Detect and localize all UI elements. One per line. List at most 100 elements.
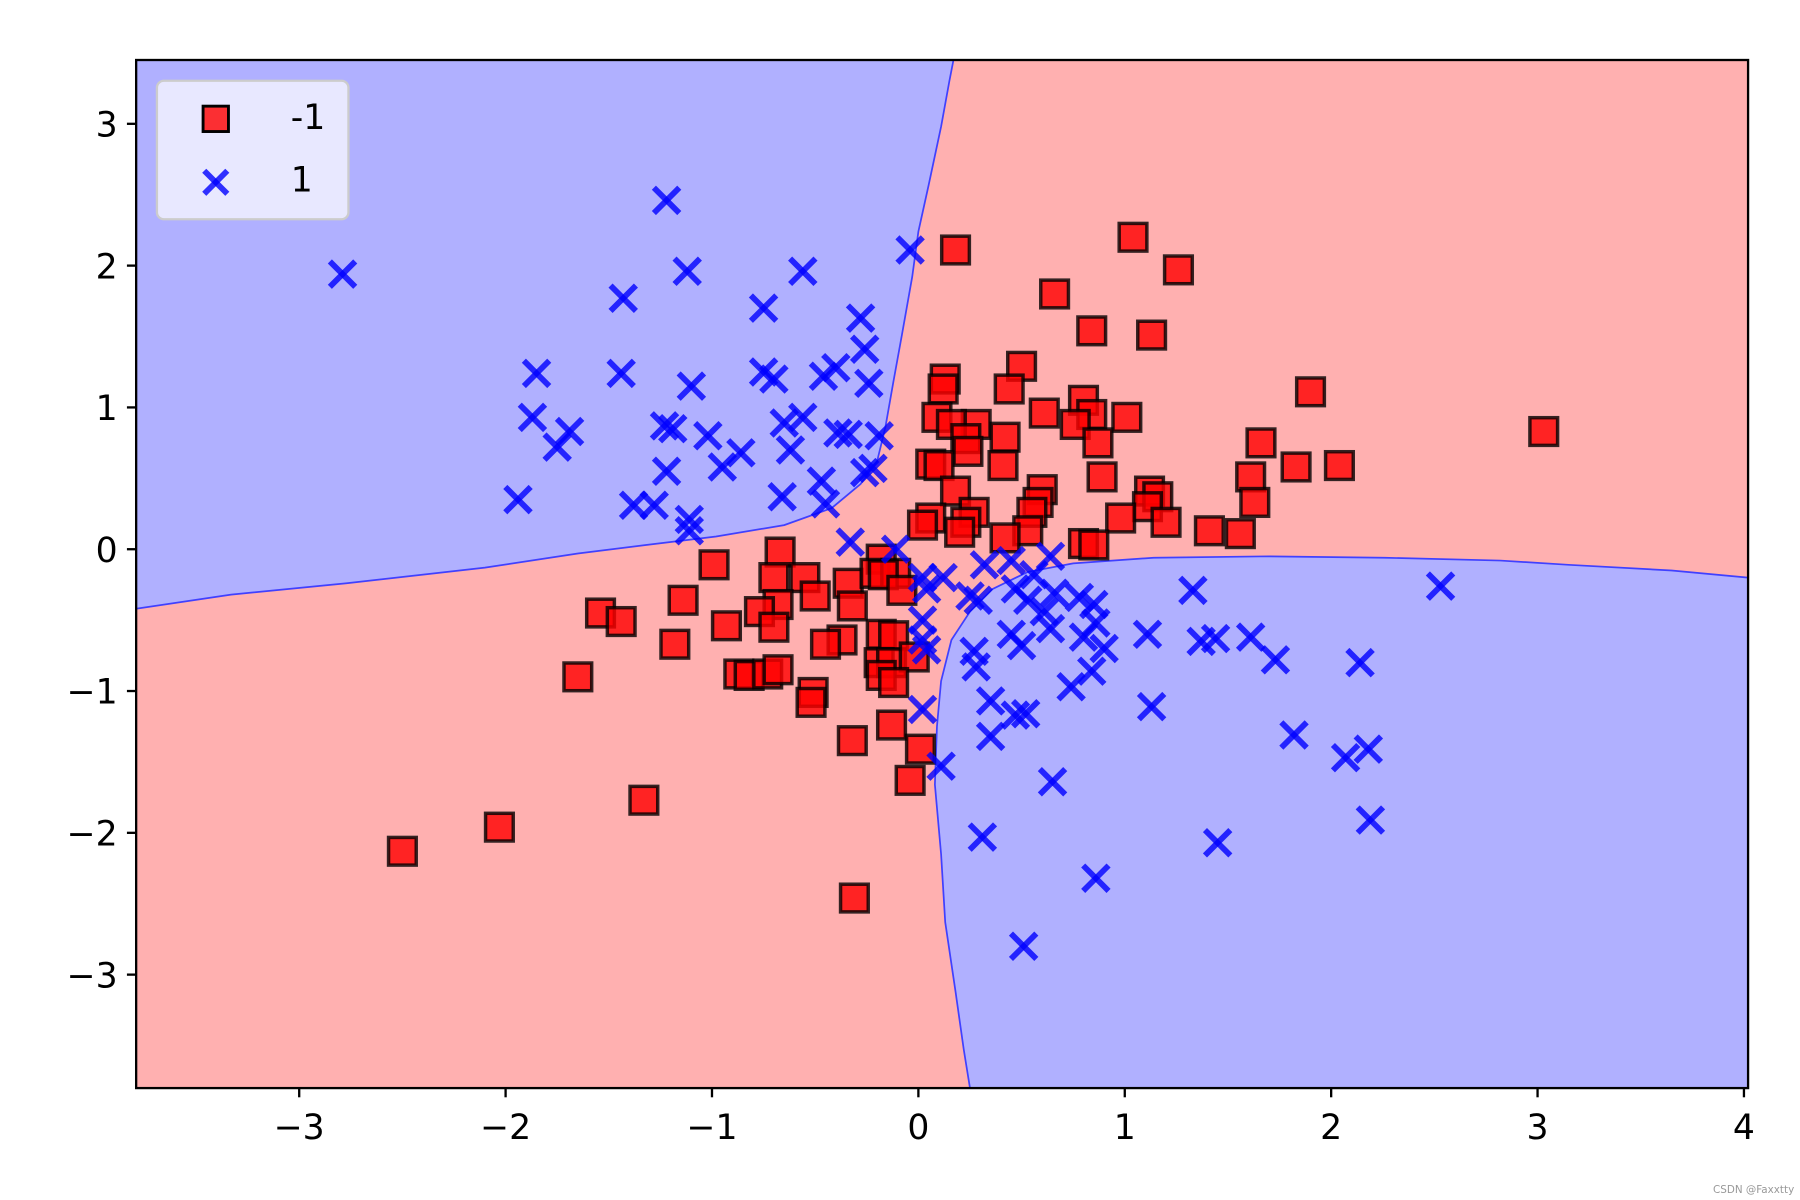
point-x-class-1 (1008, 931, 1039, 962)
point-x-class-1 (1037, 767, 1068, 797)
legend: -1 1 (155, 79, 350, 221)
point-x-class-1 (1345, 647, 1375, 678)
point-square-class-neg1 (710, 610, 743, 642)
point-x-class-1 (658, 413, 688, 444)
point-x-class-1 (854, 368, 884, 399)
point-x-class-1 (1235, 622, 1266, 652)
point-square-class-neg1 (605, 605, 637, 638)
point-square-class-neg1 (1323, 449, 1355, 482)
point-x-class-1 (849, 334, 880, 365)
y-tick-label: −2 (67, 815, 118, 855)
point-square-class-neg1 (1028, 397, 1060, 429)
point-x-class-1 (1425, 571, 1456, 601)
point-square-class-neg1 (923, 449, 955, 482)
point-x-class-1 (1136, 691, 1167, 722)
point-square-class-neg1 (927, 373, 959, 405)
point-x-class-1 (911, 635, 942, 665)
point-square-class-neg1 (1117, 221, 1149, 253)
point-square-class-neg1 (795, 686, 827, 718)
point-x-class-1 (926, 751, 956, 781)
plot-frame (135, 58, 1750, 1090)
point-square-class-neg1 (944, 516, 976, 548)
point-x-class-1 (674, 504, 705, 535)
point-x-class-1 (674, 516, 705, 546)
point-square-class-neg1 (1136, 319, 1168, 351)
point-square-class-neg1 (1078, 529, 1110, 561)
point-x-class-1 (606, 358, 636, 389)
y-tick-label: 3 (96, 106, 118, 146)
x-tick-label: 0 (907, 1108, 929, 1148)
point-x-class-1 (961, 652, 991, 682)
point-x-class-1 (521, 358, 552, 389)
point-x-class-1 (693, 421, 723, 451)
point-square-class-neg1 (628, 784, 660, 816)
point-square-class-neg1 (386, 835, 418, 867)
point-x-class-1 (775, 435, 806, 465)
point-x-class-1 (996, 545, 1026, 576)
point-square-class-neg1 (894, 764, 926, 796)
point-x-class-1 (1089, 633, 1119, 664)
point-square-class-neg1 (659, 628, 691, 660)
point-x-class-1 (676, 371, 707, 401)
point-square-class-neg1 (562, 661, 594, 693)
point-square-class-neg1 (875, 709, 908, 741)
point-x-class-1 (1013, 585, 1043, 616)
point-x-class-1 (835, 527, 866, 557)
point-x-class-1 (895, 235, 925, 265)
point-x-class-1 (1056, 672, 1086, 702)
point-x-class-1 (1029, 596, 1060, 627)
point-x-class-1 (1132, 619, 1163, 650)
point-square-class-neg1 (1039, 278, 1071, 310)
point-square-class-neg1 (939, 234, 972, 266)
point-x-class-1 (748, 293, 779, 323)
point-square-class-neg1 (1294, 376, 1327, 408)
point-x-class-1 (517, 402, 548, 433)
point-x-class-1 (975, 721, 1006, 752)
point-x-class-1 (1039, 578, 1070, 608)
point-x-class-1 (608, 283, 638, 313)
point-square-class-neg1 (836, 725, 868, 757)
point-x-class-1 (1353, 734, 1384, 764)
x-tick-label: 3 (1527, 1108, 1549, 1148)
point-x-class-1 (1064, 582, 1095, 613)
y-tick-label: −1 (67, 673, 118, 713)
point-square-class-neg1 (952, 435, 984, 467)
point-square-class-neg1 (483, 811, 515, 843)
point-x-class-1 (1081, 863, 1111, 893)
x-tick-label: −1 (686, 1108, 737, 1148)
x-tick-label: 1 (1114, 1108, 1136, 1148)
point-square-class-neg1 (987, 449, 1019, 482)
point-x-class-1 (767, 482, 797, 512)
point-x-class-1 (759, 364, 789, 394)
point-square-class-neg1 (809, 628, 842, 660)
point-x-class-1 (542, 432, 572, 462)
point-square-class-neg1 (878, 666, 910, 699)
point-x-class-1 (1035, 541, 1066, 572)
point-square-class-neg1 (1111, 401, 1143, 433)
point-x-class-1 (651, 185, 682, 216)
point-square-class-neg1 (1235, 461, 1267, 493)
point-square-class-neg1 (1162, 254, 1195, 286)
point-square-class-neg1 (667, 584, 699, 616)
point-x-class-1 (845, 303, 876, 333)
point-square-class-neg1 (764, 536, 796, 568)
point-square-class-neg1 (1239, 486, 1271, 519)
point-square-class-neg1 (1150, 506, 1182, 538)
point-square-class-neg1 (799, 580, 831, 612)
point-x-class-1 (672, 256, 702, 287)
point-x-class-1 (1355, 805, 1386, 835)
point-x-class-1 (1260, 645, 1291, 675)
point-x-class-1 (967, 822, 998, 852)
point-square-class-neg1 (1086, 461, 1118, 493)
point-square-class-neg1 (989, 522, 1021, 554)
point-square-class-neg1 (836, 590, 868, 622)
point-x-class-1 (969, 550, 1000, 580)
point-x-class-1 (651, 456, 682, 486)
point-square-class-neg1 (1245, 427, 1277, 459)
point-x-class-1 (880, 534, 911, 564)
point-x-class-1 (707, 452, 738, 482)
y-tick-label: 1 (96, 389, 118, 429)
point-x-class-1 (808, 361, 839, 391)
point-square-class-neg1 (758, 562, 790, 594)
